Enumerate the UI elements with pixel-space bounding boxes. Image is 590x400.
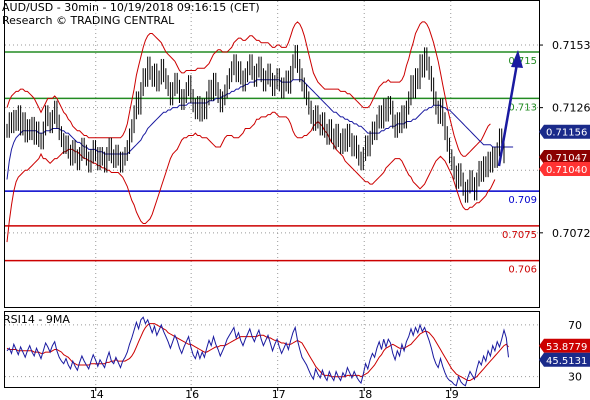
- price-tag-label-2: 0.71040: [546, 165, 587, 176]
- forecast-arrow: [497, 57, 520, 167]
- level-label-1: 0.713: [508, 102, 537, 113]
- rsi-tag-label-0: 53.8779: [546, 342, 587, 353]
- rsi-panel-frame: [4, 311, 540, 388]
- x-tick-label-17: 17: [272, 388, 286, 400]
- price-tag-label-1: 0.71047: [546, 153, 587, 164]
- rsi-tag-1: [539, 352, 590, 367]
- rsi-y-tick-label-1: 30: [568, 371, 582, 384]
- x-tick-label-16: 16: [185, 388, 199, 400]
- x-tick-label-14: 14: [90, 388, 104, 400]
- moving-average-line: [6, 79, 514, 180]
- level-label-4: 0.706: [508, 265, 537, 276]
- level-label-2: 0.709: [508, 195, 537, 206]
- price-tag-0: [539, 124, 590, 139]
- rsi-panel-title: RSI14 - 9MA: [3, 313, 70, 326]
- rsi-line: [6, 316, 509, 387]
- price-tag-2: [539, 162, 590, 177]
- rsi-tag-0: [539, 338, 590, 353]
- rsi-tag-label-1: 45.5131: [546, 356, 587, 367]
- x-tick-label-18: 18: [358, 388, 372, 400]
- price-y-tick-label-1: 0.7126: [552, 102, 590, 115]
- upper-band-line: [6, 21, 491, 157]
- price-tag-label-0: 0.71156: [546, 128, 587, 139]
- chart-title: AUD/USD - 30min - 10/19/2018 09:16:15 (C…: [2, 1, 260, 14]
- price-y-tick-label-3: 0.7072: [552, 227, 590, 240]
- price-tag-1: [539, 150, 590, 165]
- x-tick-label-19: 19: [445, 388, 459, 400]
- level-label-3: 0.7075: [502, 230, 537, 241]
- price-panel-frame: [4, 0, 540, 308]
- forecast-arrowhead: [511, 50, 523, 68]
- level-label-0: 0.715: [508, 56, 537, 67]
- price-y-tick-label-0: 0.7153: [552, 39, 590, 52]
- chart-subtitle: Research © TRADING CENTRAL: [2, 14, 175, 27]
- rsi-y-tick-label-0: 70: [568, 319, 582, 332]
